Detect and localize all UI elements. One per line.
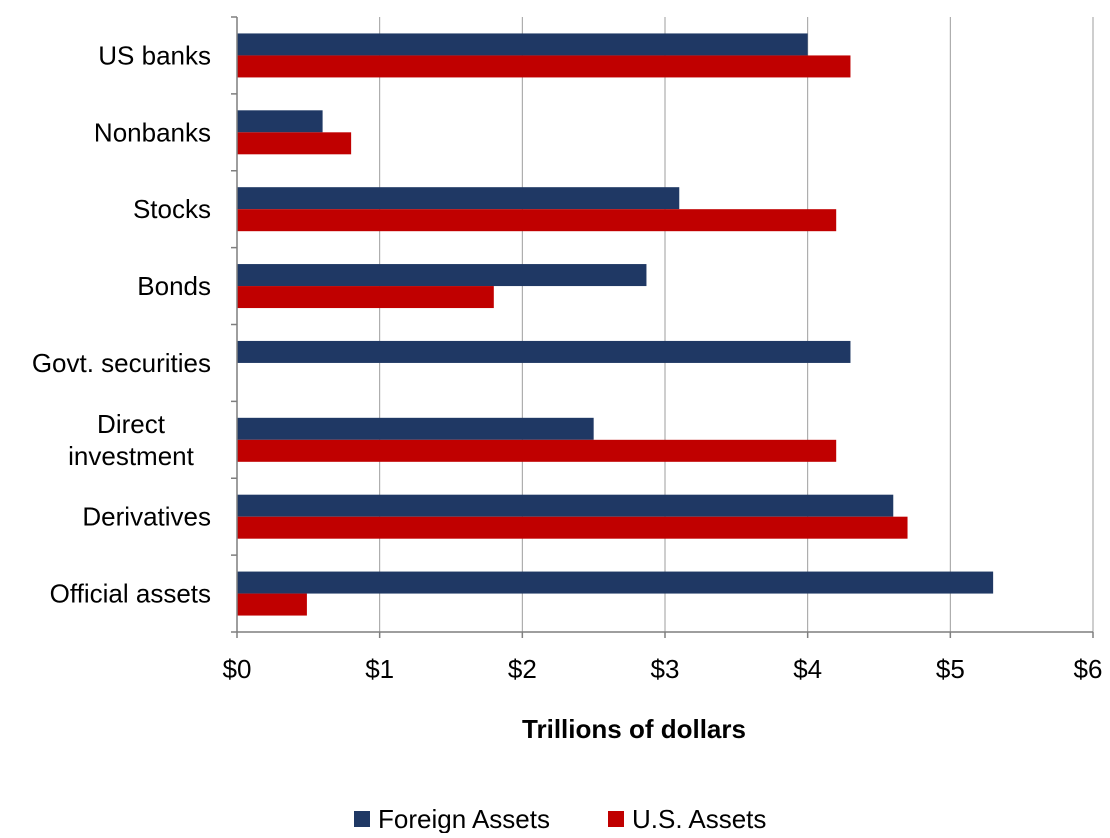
legend-label-foreign-assets: Foreign Assets [378, 804, 550, 833]
category-label-us-banks: US banks [98, 40, 211, 70]
bar-foreign-assets-bonds [237, 264, 647, 287]
category-label-official-assets: Official assets [50, 579, 211, 609]
bar-u-s-assets-direct-investment [237, 439, 837, 462]
x-tick-label: $6 [1074, 654, 1103, 684]
bar-u-s-assets-us-banks [237, 55, 851, 78]
legend-label-us-assets: U.S. Assets [632, 804, 766, 833]
bar-u-s-assets-stocks [237, 209, 837, 232]
bars [237, 33, 994, 616]
category-label-govt-securities: Govt. securities [32, 348, 211, 378]
bar-foreign-assets-us-banks [237, 33, 808, 56]
category-label-nonbanks: Nonbanks [94, 117, 211, 147]
category-label-stocks: Stocks [133, 194, 211, 224]
category-label-bonds: Bonds [137, 271, 211, 301]
legend-swatch-us-assets [608, 811, 624, 827]
bar-foreign-assets-stocks [237, 187, 680, 210]
x-tick-label: $2 [508, 654, 537, 684]
bar-foreign-assets-govt-securities [237, 340, 851, 363]
bar-foreign-assets-nonbanks [237, 110, 323, 133]
bar-u-s-assets-bonds [237, 286, 494, 309]
category-label-direct-investment: Direct investment [68, 409, 194, 471]
legend: Foreign Assets U.S. Assets [354, 804, 766, 834]
bar-u-s-assets-nonbanks [237, 132, 352, 155]
x-tick-label: $0 [223, 654, 252, 684]
x-tick-labels: $0 $1 $2 $3 $4 $5 $6 [223, 654, 1103, 684]
category-labels: US banks Nonbanks Stocks Bonds Govt. securit… [32, 40, 211, 608]
gridlines [379, 17, 1094, 632]
axes [231, 16, 1094, 638]
x-tick-label: $4 [793, 654, 822, 684]
bar-foreign-assets-official-assets [237, 571, 994, 594]
bar-foreign-assets-derivatives [237, 494, 894, 517]
x-tick-label: $1 [365, 654, 394, 684]
x-tick-label: $5 [936, 654, 965, 684]
bar-u-s-assets-derivatives [237, 516, 908, 539]
x-axis-title: Trillions of dollars [522, 714, 746, 744]
category-label-derivatives: Derivatives [82, 502, 211, 532]
bar-foreign-assets-direct-investment [237, 417, 594, 440]
bar-u-s-assets-official-assets [237, 593, 307, 616]
x-tick-label: $3 [651, 654, 680, 684]
legend-swatch-foreign-assets [354, 811, 370, 827]
